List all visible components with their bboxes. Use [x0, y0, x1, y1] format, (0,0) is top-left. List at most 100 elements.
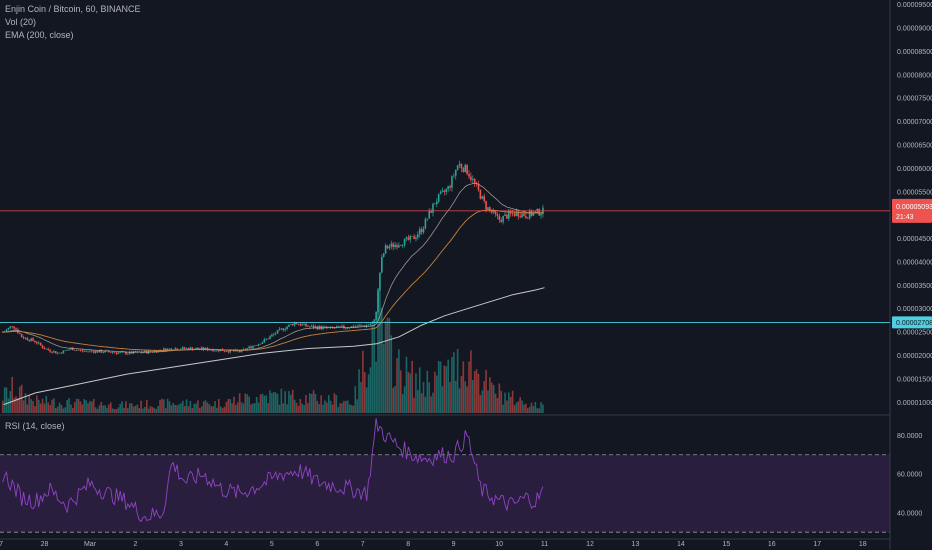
- candle-body[interactable]: [479, 189, 482, 199]
- candle-body[interactable]: [26, 337, 29, 341]
- candle-body[interactable]: [157, 350, 159, 353]
- candle-body[interactable]: [36, 342, 38, 344]
- candle-body[interactable]: [55, 351, 57, 354]
- candle-body[interactable]: [445, 188, 448, 192]
- candle-body[interactable]: [163, 348, 165, 351]
- candle-body[interactable]: [341, 325, 343, 327]
- candle-body[interactable]: [426, 218, 429, 220]
- candle-body[interactable]: [430, 210, 432, 213]
- candle-body[interactable]: [183, 347, 186, 349]
- candle-body[interactable]: [367, 325, 370, 326]
- candle-body[interactable]: [485, 201, 487, 210]
- candle-body[interactable]: [314, 326, 317, 328]
- candle-body[interactable]: [411, 236, 413, 237]
- candle-body[interactable]: [506, 214, 508, 219]
- candle-body[interactable]: [356, 326, 358, 327]
- candle-body[interactable]: [41, 345, 44, 348]
- candle-body[interactable]: [70, 348, 72, 350]
- candle-body[interactable]: [261, 342, 264, 344]
- candle-body[interactable]: [377, 290, 379, 312]
- candle-body[interactable]: [45, 348, 48, 350]
- candle-body[interactable]: [43, 347, 46, 350]
- candle-body[interactable]: [56, 352, 59, 354]
- candle-body[interactable]: [195, 347, 197, 349]
- candle-body[interactable]: [291, 324, 294, 326]
- candle-body[interactable]: [441, 190, 444, 192]
- candle-body[interactable]: [72, 348, 74, 351]
- candle-body[interactable]: [233, 350, 235, 352]
- candle-body[interactable]: [398, 245, 400, 248]
- candle-body[interactable]: [181, 347, 184, 350]
- candle-body[interactable]: [51, 351, 53, 353]
- candle-body[interactable]: [513, 213, 516, 216]
- candle-body[interactable]: [515, 211, 518, 216]
- candle-body[interactable]: [24, 337, 27, 339]
- candle-body[interactable]: [104, 350, 106, 353]
- candle-body[interactable]: [62, 350, 65, 354]
- candle-body[interactable]: [202, 347, 205, 350]
- candle-body[interactable]: [168, 348, 171, 350]
- candle-body[interactable]: [517, 211, 520, 217]
- candle-body[interactable]: [386, 245, 389, 249]
- candle-body[interactable]: [481, 196, 484, 199]
- candle-body[interactable]: [53, 351, 55, 353]
- candle-body[interactable]: [443, 190, 446, 192]
- candle-body[interactable]: [265, 338, 267, 340]
- candle-body[interactable]: [259, 343, 262, 345]
- candle-body[interactable]: [113, 352, 116, 354]
- candle-body[interactable]: [153, 350, 156, 353]
- candle-body[interactable]: [371, 322, 374, 325]
- candle-body[interactable]: [487, 207, 489, 210]
- candle-body[interactable]: [39, 342, 42, 346]
- candle-body[interactable]: [409, 236, 412, 240]
- candle-body[interactable]: [454, 170, 457, 176]
- candle-body[interactable]: [271, 334, 273, 337]
- candle-body[interactable]: [483, 196, 485, 202]
- candle-body[interactable]: [98, 350, 101, 353]
- candle-body[interactable]: [417, 234, 419, 238]
- candle-body[interactable]: [379, 272, 381, 291]
- candle-body[interactable]: [466, 164, 468, 175]
- candle-body[interactable]: [437, 194, 440, 202]
- candle-body[interactable]: [540, 214, 542, 216]
- candle-body[interactable]: [142, 352, 144, 353]
- candle-body[interactable]: [360, 325, 362, 326]
- candle-body[interactable]: [191, 347, 194, 350]
- candle-body[interactable]: [401, 245, 404, 246]
- candle-body[interactable]: [420, 229, 423, 233]
- candle-body[interactable]: [337, 325, 340, 328]
- candle-body[interactable]: [49, 349, 51, 352]
- candle-body[interactable]: [439, 191, 442, 195]
- candle-body[interactable]: [92, 351, 95, 353]
- candle-body[interactable]: [267, 338, 269, 340]
- candle-body[interactable]: [246, 348, 249, 350]
- candle-body[interactable]: [189, 347, 192, 350]
- candle-body[interactable]: [468, 174, 470, 177]
- candle-body[interactable]: [164, 348, 167, 351]
- candle-body[interactable]: [310, 325, 313, 327]
- candle-body[interactable]: [185, 348, 188, 349]
- candle-body[interactable]: [250, 346, 252, 349]
- candle-body[interactable]: [200, 347, 203, 350]
- candle-body[interactable]: [536, 208, 539, 212]
- candle-body[interactable]: [244, 349, 247, 350]
- candle-body[interactable]: [115, 352, 118, 354]
- candle-body[interactable]: [489, 207, 491, 210]
- candle-body[interactable]: [407, 237, 410, 240]
- candle-body[interactable]: [37, 342, 40, 344]
- candle-body[interactable]: [91, 350, 93, 352]
- candle-body[interactable]: [424, 218, 427, 229]
- candle-body[interactable]: [453, 175, 455, 177]
- candle-body[interactable]: [375, 311, 377, 321]
- candle-body[interactable]: [77, 349, 80, 351]
- candle-body[interactable]: [252, 346, 254, 349]
- candle-body[interactable]: [519, 216, 521, 218]
- candle-body[interactable]: [458, 163, 461, 166]
- candle-body[interactable]: [248, 346, 250, 349]
- candle-body[interactable]: [477, 183, 480, 190]
- candle-body[interactable]: [492, 210, 495, 213]
- candle-body[interactable]: [117, 352, 120, 354]
- candle-body[interactable]: [508, 211, 510, 219]
- candle-body[interactable]: [144, 350, 146, 353]
- candle-body[interactable]: [180, 349, 182, 350]
